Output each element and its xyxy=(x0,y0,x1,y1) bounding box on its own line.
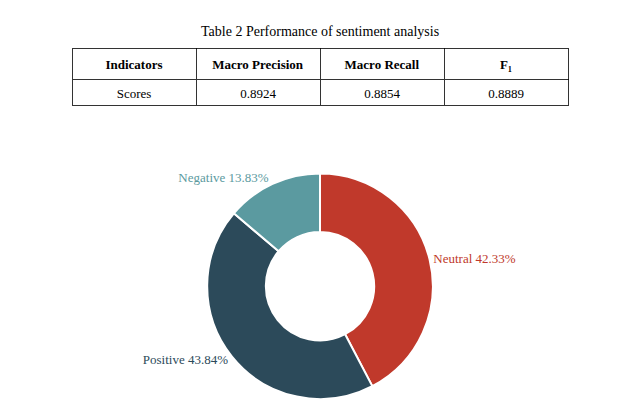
svg-text:Table 2 Performance of sentime: Table 2 Performance of sentiment analysi… xyxy=(201,24,439,39)
svg-text:Macro Precision: Macro Precision xyxy=(212,57,304,72)
svg-text:0.8889: 0.8889 xyxy=(488,86,524,101)
svg-text:Indicators: Indicators xyxy=(105,57,162,72)
svg-text:Neutral 42.33%: Neutral 42.33% xyxy=(433,251,515,266)
svg-text:Scores: Scores xyxy=(117,86,152,101)
svg-text:Macro Recall: Macro Recall xyxy=(345,57,420,72)
svg-text:Negative 13.83%: Negative 13.83% xyxy=(178,170,268,185)
svg-text:0.8924: 0.8924 xyxy=(240,86,276,101)
svg-text:0.8854: 0.8854 xyxy=(364,86,400,101)
svg-text:F₁: F₁ xyxy=(500,57,512,72)
svg-text:Positive 43.84%: Positive 43.84% xyxy=(143,352,228,367)
